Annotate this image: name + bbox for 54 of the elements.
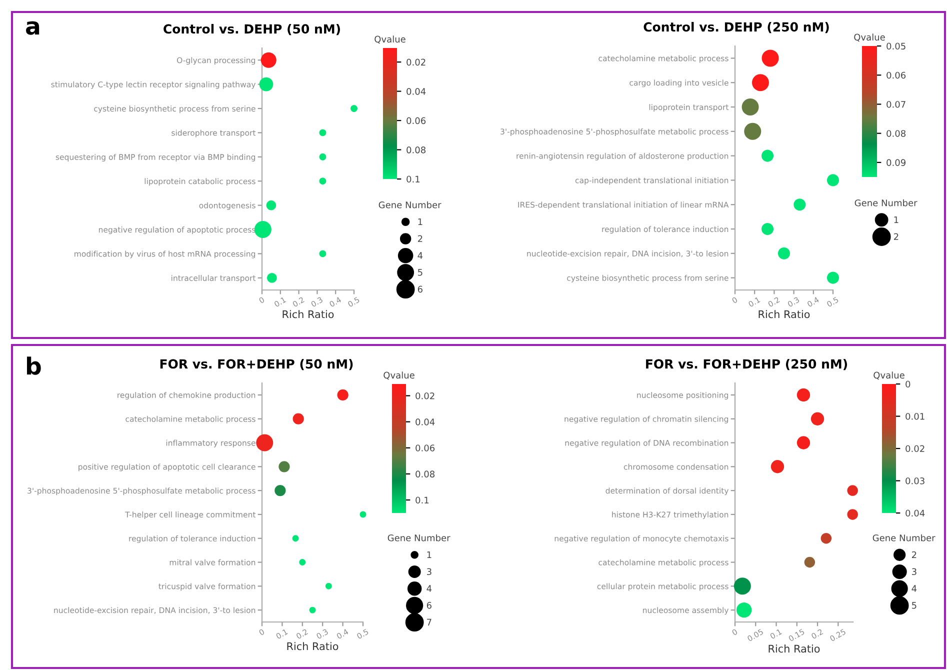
- legend-title: Gene Number: [388, 534, 450, 542]
- color-bar-label: 0.02: [406, 58, 426, 66]
- color-bar-label: 0.08: [886, 130, 906, 137]
- color-bar-label: 0.02: [416, 392, 434, 400]
- chart-title: Control vs. DEHP (50 nM): [164, 24, 340, 36]
- legend-label: 2: [418, 235, 422, 242]
- color-bar-label: 0.01: [906, 412, 924, 420]
- legend-label: 1: [894, 216, 898, 224]
- legend-label: 5: [912, 602, 916, 609]
- legend-title: Gene Number: [854, 199, 918, 206]
- color-bar-label: 0: [906, 380, 910, 388]
- color-bar-label: 0.05: [886, 42, 906, 50]
- color-bar-title: Qvalue: [854, 34, 885, 42]
- x-axis-title: Rich Ratio: [282, 310, 334, 318]
- legend-label: 4: [418, 252, 423, 259]
- color-bar-label: 0.02: [906, 445, 924, 452]
- x-axis-title: Rich Ratio: [758, 310, 810, 318]
- color-bar-label: 0.04: [406, 88, 426, 95]
- legend-title: Gene Number: [378, 201, 442, 208]
- color-bar-label: 0.04: [416, 418, 435, 426]
- chart-title: FOR vs. FOR+DEHP (50 nM): [160, 358, 353, 370]
- color-bar-label: 0.08: [416, 470, 435, 478]
- color-bar-label: 0.08: [406, 146, 426, 154]
- color-bar-label: 0.07: [886, 100, 906, 108]
- color-bar-title: Qvalue: [374, 36, 406, 44]
- legend-title: Gene Number: [872, 534, 936, 542]
- color-bar-label: 0.06: [416, 444, 435, 452]
- color-bar-title: Qvalue: [384, 372, 414, 380]
- color-bar-label: 0.09: [886, 159, 906, 166]
- text: a: [26, 21, 40, 35]
- legend-label: 3: [427, 568, 432, 576]
- color-bar-label: 0.03: [906, 477, 924, 484]
- x-axis-title: Rich Ratio: [287, 642, 338, 650]
- legend-label: 6: [426, 602, 432, 609]
- color-bar-title: Qvalue: [874, 372, 904, 380]
- legend-label: 4: [426, 585, 432, 592]
- color-bar-label: 0.06: [886, 72, 906, 79]
- legend-label: 5: [418, 269, 422, 276]
- legend-label: 2: [894, 233, 898, 240]
- legend-label: 6: [418, 286, 422, 293]
- legend-label: 7: [427, 618, 432, 626]
- color-bar-label: 0.1: [406, 176, 420, 183]
- chart-title: Control vs. DEHP (250 nM): [644, 22, 829, 34]
- color-bar-label: 0.04: [906, 510, 925, 517]
- color-bar-label: 0.06: [406, 117, 426, 124]
- legend-label: 4: [912, 585, 917, 592]
- legend-label: 3: [912, 568, 916, 576]
- color-bar-label: 0.1: [416, 496, 429, 504]
- legend-label: 2: [912, 551, 916, 558]
- text: b: [26, 356, 41, 375]
- legend-label: 1: [427, 551, 432, 558]
- legend-label: 1: [418, 218, 422, 226]
- x-axis-title: Rich Ratio: [768, 644, 820, 653]
- chart-title: FOR vs. FOR+DEHP (250 nM): [646, 358, 848, 370]
